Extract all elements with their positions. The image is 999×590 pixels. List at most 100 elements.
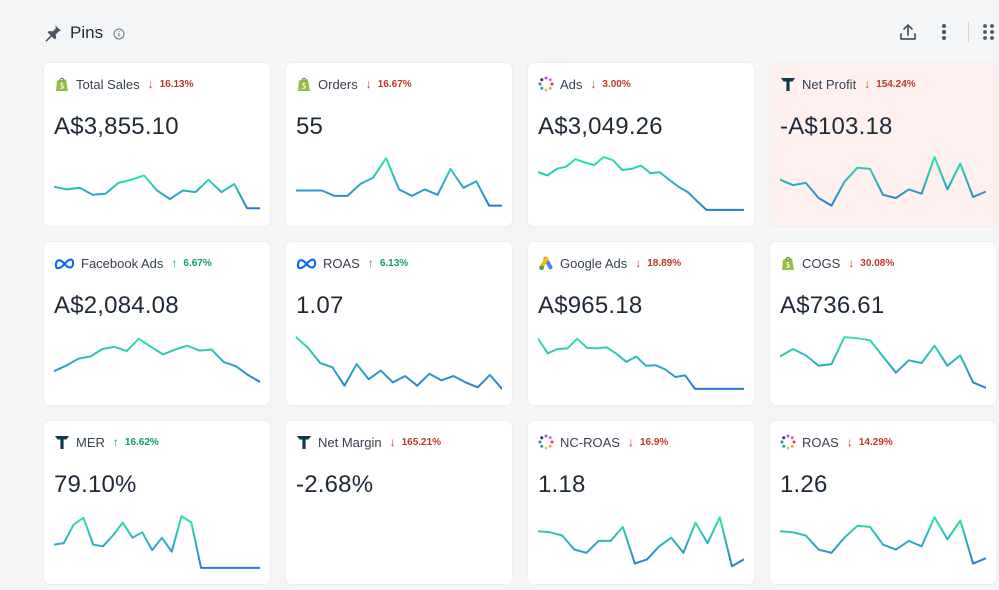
header-actions xyxy=(882,22,999,42)
sparkline-line xyxy=(537,516,745,568)
divider xyxy=(968,22,969,42)
metric-label: ROAS xyxy=(323,255,360,271)
arrow-down-icon: ↓ xyxy=(627,435,634,449)
metric-card[interactable]: Facebook Ads ↑ 6.67% A$2,084.08 xyxy=(44,242,270,405)
sparkline-line xyxy=(537,156,745,211)
card-header: COGS ↓ 30.08% xyxy=(780,254,894,272)
card-header: Ads ↓ 3.00% xyxy=(538,75,631,93)
shopify-icon xyxy=(54,76,70,92)
grip-icon xyxy=(983,24,994,40)
sparkline-chart xyxy=(537,153,745,215)
metric-card[interactable]: Net Profit ↓ 154.24% -A$103.18 xyxy=(770,63,996,226)
card-header: MER ↑ 16.62% xyxy=(54,433,159,451)
card-header: Net Profit ↓ 154.24% xyxy=(780,75,916,93)
grid-drag-button[interactable] xyxy=(979,22,999,42)
sparkline-chart xyxy=(779,511,987,573)
shopify-icon xyxy=(296,76,312,92)
change-percent: 16.13% xyxy=(159,78,194,90)
arrow-down-icon: ↓ xyxy=(635,256,642,270)
change-percent: 18.89% xyxy=(647,257,682,269)
metric-card[interactable]: Ads ↓ 3.00% A$3,049.26 xyxy=(528,63,754,226)
triple-whale-icon xyxy=(296,434,312,450)
sparkline-line xyxy=(779,156,987,207)
metric-card[interactable]: Google Ads ↓ 18.89% A$965.18 xyxy=(528,242,754,405)
metric-card[interactable]: Orders ↓ 16.67% 55 xyxy=(286,63,512,226)
metric-card[interactable]: COGS ↓ 30.08% A$736.61 xyxy=(770,242,996,405)
card-header: Facebook Ads ↑ 6.67% xyxy=(54,254,212,272)
change-percent: 6.13% xyxy=(379,257,409,269)
metric-card[interactable]: MER ↑ 16.62% 79.10% xyxy=(44,421,270,584)
pin-icon xyxy=(44,24,62,42)
metric-value: 1.26 xyxy=(780,471,828,498)
arrow-down-icon: ↓ xyxy=(846,435,853,449)
metric-card[interactable]: ROAS ↑ 6.13% 1.07 xyxy=(286,242,512,405)
metric-value: A$3,049.26 xyxy=(538,113,663,140)
arrow-down-icon: ↓ xyxy=(848,256,855,270)
metric-card[interactable]: Net Margin ↓ 165.21% -2.68% xyxy=(286,421,512,584)
sparkline-line xyxy=(53,515,261,569)
sparkline-line xyxy=(779,516,987,565)
metric-label: Net Profit xyxy=(802,76,857,92)
shopify-icon xyxy=(780,255,796,271)
metric-label: Google Ads xyxy=(560,255,628,271)
metric-label: ROAS xyxy=(802,434,839,450)
metric-card[interactable]: ROAS ↓ 14.29% 1.26 xyxy=(770,421,996,584)
change-percent: 30.08% xyxy=(860,257,895,269)
ads-dots-icon xyxy=(538,76,554,92)
metric-label: NC-ROAS xyxy=(560,434,620,450)
metric-value: A$3,855.10 xyxy=(54,113,179,140)
change-percent: 6.67% xyxy=(183,257,212,269)
sparkline-chart xyxy=(537,332,745,394)
metric-label: Net Margin xyxy=(318,434,382,450)
arrow-up-icon: ↑ xyxy=(367,256,374,270)
sparkline-chart xyxy=(53,153,261,215)
sparkline-chart xyxy=(537,511,745,573)
arrow-down-icon: ↓ xyxy=(864,77,871,91)
sparkline-chart xyxy=(295,332,503,394)
change-percent: 16.67% xyxy=(377,78,412,90)
sparkline-line xyxy=(295,336,503,390)
kebab-icon xyxy=(942,24,946,40)
meta-icon xyxy=(54,255,75,271)
card-header: Orders ↓ 16.67% xyxy=(296,75,412,93)
sparkline-line xyxy=(53,337,261,383)
sparkline-chart xyxy=(53,511,261,573)
metric-label: MER xyxy=(76,434,105,450)
meta-icon xyxy=(296,255,317,271)
ads-dots-icon xyxy=(780,434,796,450)
card-header: Google Ads ↓ 18.89% xyxy=(538,254,681,272)
metric-card[interactable]: Total Sales ↓ 16.13% A$3,855.10 xyxy=(44,63,270,226)
card-header: ROAS ↑ 6.13% xyxy=(296,254,408,272)
metric-value: A$736.61 xyxy=(780,292,885,319)
card-header: Net Margin ↓ 165.21% xyxy=(296,433,441,451)
sparkline-line xyxy=(53,174,261,210)
page-title: Pins xyxy=(70,23,104,42)
metric-card[interactable]: NC-ROAS ↓ 16.9% 1.18 xyxy=(528,421,754,584)
info-icon[interactable] xyxy=(113,27,125,40)
metric-value: -A$103.18 xyxy=(780,113,893,140)
change-percent: 154.24% xyxy=(876,78,916,90)
metric-label: Orders xyxy=(318,76,358,92)
sparkline-line xyxy=(295,157,503,207)
sparkline-chart xyxy=(779,332,987,394)
sparkline-chart xyxy=(779,153,987,215)
arrow-down-icon: ↓ xyxy=(590,77,597,91)
sparkline-chart xyxy=(53,332,261,394)
card-header: ROAS ↓ 14.29% xyxy=(780,433,893,451)
metric-value: A$965.18 xyxy=(538,292,643,319)
metric-label: COGS xyxy=(802,255,841,271)
more-options-button[interactable] xyxy=(934,22,954,42)
arrow-down-icon: ↓ xyxy=(365,77,372,91)
metric-label: Total Sales xyxy=(76,76,140,92)
metric-value: 55 xyxy=(296,113,324,140)
card-header: Total Sales ↓ 16.13% xyxy=(54,75,194,93)
change-percent: 16.9% xyxy=(639,436,669,448)
export-button[interactable] xyxy=(898,22,918,42)
sparkline-chart xyxy=(295,153,503,215)
change-percent: 165.21% xyxy=(401,436,442,448)
metric-value: 1.18 xyxy=(538,471,586,498)
change-percent: 3.00% xyxy=(602,78,631,90)
arrow-down-icon: ↓ xyxy=(147,77,154,91)
triple-whale-icon xyxy=(780,76,796,92)
upload-icon xyxy=(900,24,916,40)
